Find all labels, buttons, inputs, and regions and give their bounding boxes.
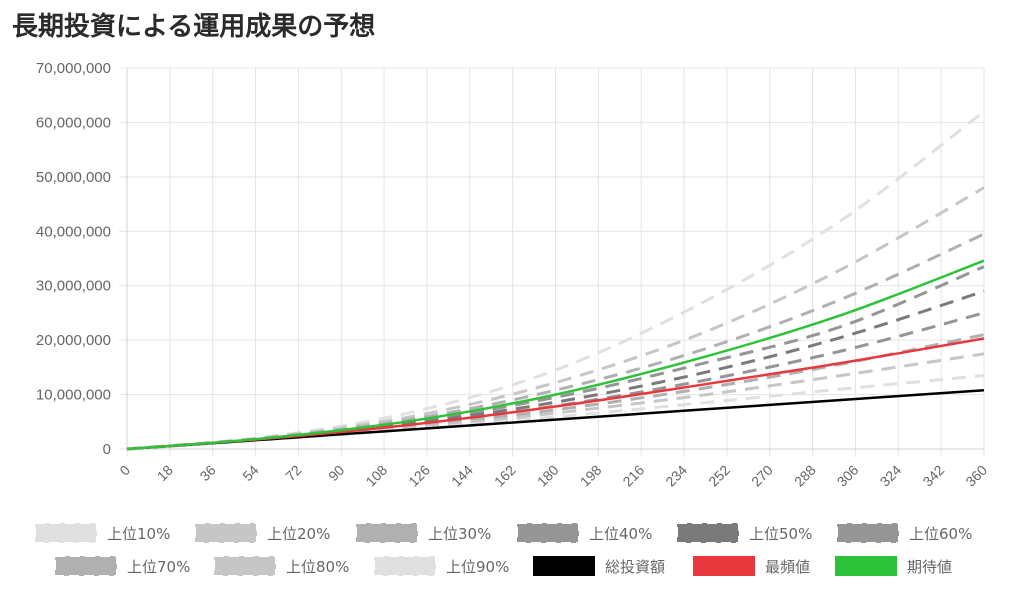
legend-label: 総投資額 (605, 558, 665, 576)
chart-grid (119, 67, 985, 457)
legend-swatch (373, 555, 437, 577)
x-tick-label: 36 (196, 462, 218, 484)
legend-label: 上位90% (446, 558, 509, 576)
series-lines (126, 110, 985, 451)
legend-swatch (676, 522, 740, 544)
x-tick-label: 0 (116, 462, 133, 479)
y-tick-label: 60,000,000 (36, 114, 111, 131)
legend-item-2[interactable]: 上位30% (355, 522, 491, 544)
legend-item-11[interactable]: 期待値 (835, 556, 952, 576)
series-line-11 (126, 259, 985, 451)
y-tick-label: 20,000,000 (36, 332, 111, 349)
chart-title: 長期投資による運用成果の予想 (12, 12, 376, 42)
y-tick-label: 50,000,000 (36, 169, 111, 186)
x-tick-label: 18 (154, 462, 176, 484)
legend-item-10[interactable]: 最頻値 (693, 556, 810, 576)
legend-item-3[interactable]: 上位40% (516, 522, 652, 544)
legend[interactable]: 上位10% 上位20% 上位30% 上位40% 上位50% 上位60% 上位70% 上位80%… (34, 522, 972, 577)
legend-item-4[interactable]: 上位50% (676, 522, 812, 544)
y-tick-label: 30,000,000 (36, 278, 111, 295)
legend-label: 上位20% (267, 525, 330, 543)
legend-item-7[interactable]: 上位80% (213, 555, 349, 577)
x-tick-label: 342 (919, 462, 947, 490)
legend-swatch (34, 522, 98, 544)
legend-label: 上位10% (107, 525, 170, 543)
x-tick-label: 72 (282, 462, 304, 484)
legend-swatch (693, 556, 755, 576)
legend-swatch (516, 522, 580, 544)
legend-label: 期待値 (907, 558, 952, 576)
legend-item-5[interactable]: 上位60% (836, 522, 972, 544)
legend-item-9[interactable]: 総投資額 (533, 556, 665, 576)
y-tick-label: 10,000,000 (36, 387, 111, 404)
legend-item-6[interactable]: 上位70% (54, 555, 190, 577)
legend-swatch (54, 555, 118, 577)
x-tick-label: 180 (534, 462, 562, 490)
legend-item-1[interactable]: 上位20% (194, 522, 330, 544)
x-tick-label: 306 (834, 462, 862, 490)
y-tick-label: 40,000,000 (36, 223, 111, 240)
x-tick-label: 234 (662, 462, 690, 490)
legend-label: 上位80% (286, 558, 349, 576)
x-tick-label: 90 (325, 462, 347, 484)
legend-label: 上位50% (749, 525, 812, 543)
x-tick-label: 288 (791, 462, 819, 490)
legend-swatch (213, 555, 277, 577)
legend-label: 最頻値 (765, 558, 810, 576)
y-tick-label: 0 (103, 441, 111, 458)
x-tick-label: 324 (877, 462, 905, 490)
legend-swatch (194, 522, 258, 544)
x-tick-label: 216 (619, 462, 647, 490)
x-tick-label: 54 (239, 462, 261, 484)
legend-label: 上位40% (589, 525, 652, 543)
x-axis: 0 18 36 54 72 90 108 126 144 162 180 198 216 234 252 27… (116, 462, 990, 490)
legend-label: 上位70% (127, 558, 190, 576)
legend-swatch (836, 522, 900, 544)
legend-label: 上位60% (909, 525, 972, 543)
x-tick-label: 252 (705, 462, 733, 490)
x-tick-label: 360 (962, 462, 990, 490)
legend-swatch (835, 556, 897, 576)
y-axis: 0 10,000,000 20,000,000 30,000,000 40,000,00… (36, 60, 111, 458)
x-tick-label: 198 (577, 462, 605, 490)
legend-item-0[interactable]: 上位10% (34, 522, 170, 544)
x-tick-label: 144 (448, 462, 476, 490)
legend-item-8[interactable]: 上位90% (373, 555, 509, 577)
x-tick-label: 126 (405, 462, 433, 490)
y-tick-label: 70,000,000 (36, 60, 111, 77)
legend-swatch (355, 522, 419, 544)
legend-label: 上位30% (428, 525, 491, 543)
x-tick-label: 108 (362, 462, 390, 490)
legend-swatch (533, 556, 595, 576)
x-tick-label: 270 (748, 462, 776, 490)
x-tick-label: 162 (491, 462, 519, 490)
